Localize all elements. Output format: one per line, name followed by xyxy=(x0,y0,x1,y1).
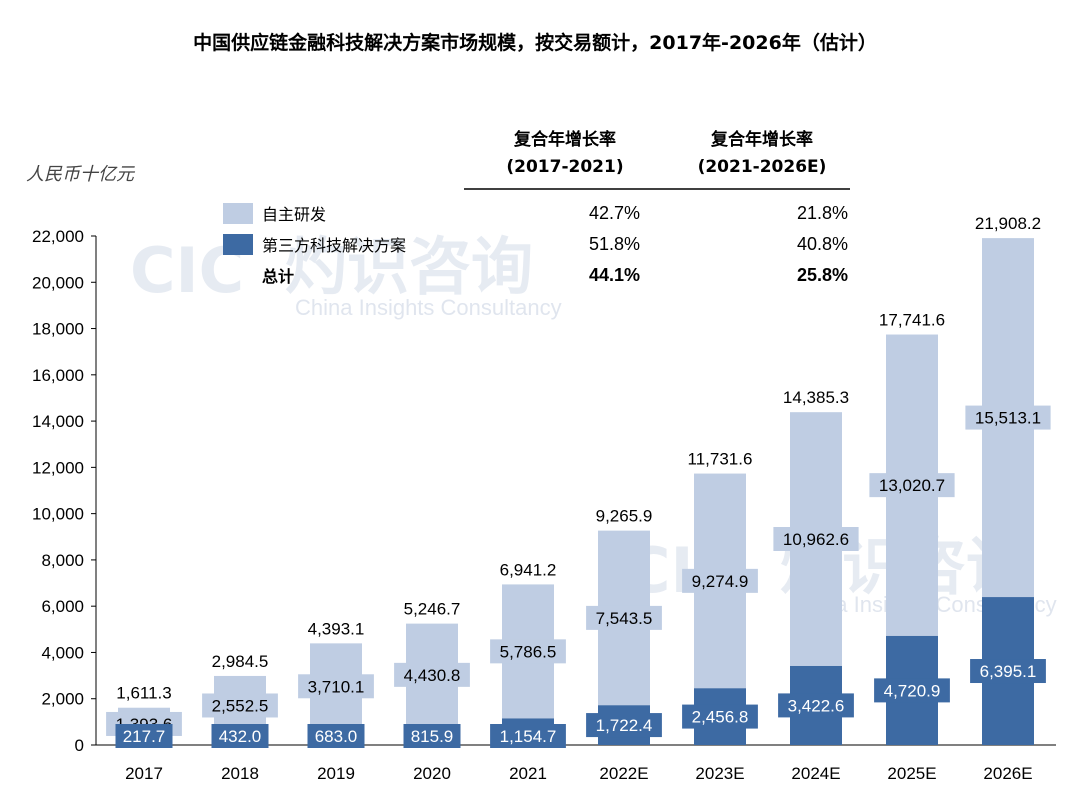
segment-label-inhouse-box xyxy=(586,605,662,630)
y-tick-label: 20,000 xyxy=(32,273,84,292)
y-tick-label: 14,000 xyxy=(32,412,84,431)
segment-label-inhouse: 7,543.5 xyxy=(596,609,653,628)
legend-swatch-thirdparty xyxy=(223,234,253,255)
segment-label-inhouse-box xyxy=(490,639,566,664)
segment-label-thirdparty-box xyxy=(403,724,461,748)
segment-label-thirdparty-box xyxy=(586,713,662,738)
y-tick-label: 16,000 xyxy=(32,366,84,385)
cagr-table: 复合年增长率 (2017-2021) 复合年增长率 (2021-2026E) 自… xyxy=(223,129,850,286)
segment-label-thirdparty: 1,154.7 xyxy=(500,727,557,746)
y-tick-label: 18,000 xyxy=(32,320,84,339)
segment-label-inhouse: 5,786.5 xyxy=(500,642,557,661)
x-tick-label: 2025E xyxy=(887,764,936,783)
chart-title: 中国供应链金融科技解决方案市场规模，按交易额计，2017年-2026年（估计） xyxy=(193,31,877,54)
segment-label-thirdparty: 4,720.9 xyxy=(884,681,941,700)
x-tick-label: 2021 xyxy=(509,764,547,783)
segment-label-inhouse: 2,552.5 xyxy=(212,696,269,715)
y-tick-label: 12,000 xyxy=(32,458,84,477)
segment-label-inhouse: 13,020.7 xyxy=(879,476,945,495)
x-tick-label: 2019 xyxy=(317,764,355,783)
x-tick-label: 2018 xyxy=(221,764,259,783)
segment-label-thirdparty-box xyxy=(307,724,365,748)
y-ticks: 0 2,000 4,000 6,000 8,000 10,000 12,000 14,000 1… xyxy=(32,227,96,755)
x-tick-label: 2020 xyxy=(413,764,451,783)
segment-label-inhouse: 9,274.9 xyxy=(692,572,749,591)
segment-label-thirdparty-box xyxy=(682,704,758,729)
total-label: 9,265.9 xyxy=(596,507,653,526)
total-label: 5,246.7 xyxy=(404,600,461,619)
y-tick-label: 4,000 xyxy=(41,643,84,662)
segment-label-thirdparty-box xyxy=(490,724,566,748)
segment-label-inhouse-box xyxy=(869,473,955,498)
segment-label-thirdparty: 6,395.1 xyxy=(980,662,1037,681)
total-label: 2,984.5 xyxy=(212,652,269,671)
segment-label-inhouse: 10,962.6 xyxy=(783,530,849,549)
cagr-header-1-line2: (2017-2021) xyxy=(506,157,623,177)
y-tick-label: 8,000 xyxy=(41,551,84,570)
x-tick-label: 2024E xyxy=(791,764,840,783)
segment-label-inhouse: 3,710.1 xyxy=(308,677,365,696)
segment-label-thirdparty: 2,456.8 xyxy=(692,708,749,727)
cagr-header-2-line2: (2021-2026E) xyxy=(698,157,827,177)
segment-label-thirdparty-box xyxy=(211,724,269,748)
cagr-header-1-line1: 复合年增长率 xyxy=(513,129,616,150)
cagr-total-1: 44.1% xyxy=(589,265,640,285)
total-label: 17,741.6 xyxy=(879,311,945,330)
unit-label: 人民币十亿元 xyxy=(26,164,136,185)
segment-label-thirdparty: 1,722.4 xyxy=(596,716,653,735)
total-label: 14,385.3 xyxy=(783,388,849,407)
legend-label-inhouse: 自主研发 xyxy=(262,205,326,224)
watermark-en-1: China Insights Consultancy xyxy=(295,295,562,320)
segment-label-thirdparty: 432.0 xyxy=(219,727,262,746)
legend-label-total: 总计 xyxy=(262,267,294,286)
total-label: 4,393.1 xyxy=(308,619,365,638)
total-label: 21,908.2 xyxy=(975,214,1041,233)
cagr-inhouse-2: 21.8% xyxy=(797,203,848,223)
segment-label-thirdparty-box xyxy=(874,678,950,703)
segment-label-thirdparty-box xyxy=(778,693,854,718)
total-label: 6,941.2 xyxy=(500,560,557,579)
cagr-thirdparty-1: 51.8% xyxy=(589,234,640,254)
total-labels: 1,611.3 2,984.5 4,393.1 5,246.7 6,941.2 9,265… xyxy=(116,214,1041,703)
segment-label-thirdparty: 217.7 xyxy=(123,727,166,746)
y-tick-label: 6,000 xyxy=(41,597,84,616)
segment-label-thirdparty: 3,422.6 xyxy=(788,696,845,715)
cagr-thirdparty-2: 40.8% xyxy=(797,234,848,254)
watermark-cn-1: 灼识咨询 xyxy=(285,230,533,303)
segment-label-inhouse-box xyxy=(773,526,859,551)
segment-labels: 1,393.6217.72,552.5432.03,710.1683.04,43… xyxy=(106,405,1051,748)
cagr-header-2-line1: 复合年增长率 xyxy=(710,129,813,150)
x-tick-label: 2017 xyxy=(125,764,163,783)
y-tick-label: 2,000 xyxy=(41,690,84,709)
segment-label-inhouse: 15,513.1 xyxy=(975,409,1041,428)
y-tick-label: 22,000 xyxy=(32,227,84,246)
segment-label-inhouse-box xyxy=(202,693,278,718)
segment-label-thirdparty: 683.0 xyxy=(315,727,358,746)
x-tick-label: 2022E xyxy=(599,764,648,783)
segment-label-inhouse-box xyxy=(298,674,374,699)
legend-label-thirdparty: 第三方科技解决方案 xyxy=(262,236,406,255)
total-label: 11,731.6 xyxy=(688,450,753,469)
x-tick-label: 2023E xyxy=(695,764,744,783)
cagr-inhouse-1: 42.7% xyxy=(589,203,640,223)
legend-swatch-inhouse xyxy=(223,203,253,224)
segment-label-inhouse-box xyxy=(965,405,1051,430)
segment-label-thirdparty: 815.9 xyxy=(411,727,454,746)
y-tick-label: 10,000 xyxy=(32,505,84,524)
total-label: 1,611.3 xyxy=(116,684,171,703)
segment-label-inhouse-box xyxy=(682,568,758,593)
y-tick-label: 0 xyxy=(75,736,84,755)
segment-label-thirdparty-box xyxy=(970,659,1046,684)
cagr-total-2: 25.8% xyxy=(797,265,848,285)
x-tick-label: 2026E xyxy=(983,764,1032,783)
segment-label-inhouse-box xyxy=(394,662,470,687)
segment-label-thirdparty-box xyxy=(115,724,173,748)
axes: 0 2,000 4,000 6,000 8,000 10,000 12,000 14,000 1… xyxy=(32,227,1056,783)
x-ticks: 2017 2018 2019 2020 2021 2022E 2023E 2024E 2025E… xyxy=(125,764,1033,783)
segment-label-inhouse: 4,430.8 xyxy=(404,666,461,685)
